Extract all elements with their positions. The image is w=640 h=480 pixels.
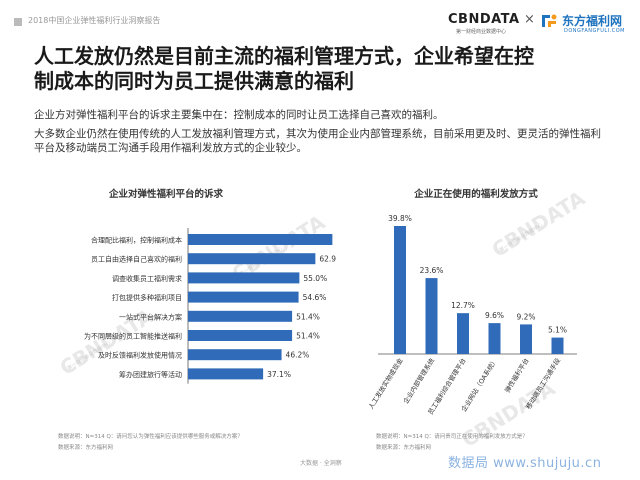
header-square-icon [14,18,22,26]
logo-separator: × [524,12,535,27]
left-category-label: 及时反馈福利发放使用情况 [98,351,182,360]
summary-paragraph-1: 企业方对弹性福利平台的诉求主要集中在：控制成本的同时让员工选择自己喜欢的福利。 [34,109,444,121]
right-data-source: 数据来源：东方福利网 [376,445,432,451]
left-value-label: 46.2% [286,351,310,360]
left-data-source: 数据来源：东方福利网 [58,445,114,451]
right-chart-title: 企业正在使用的福利发放方式 [414,189,538,200]
right-category-label: 人工发放实物或现金 [366,356,405,411]
cbndata-logo: CBNDATA 第一财经商业数据中心 [448,12,519,36]
right-bar [457,313,469,354]
left-bar [188,234,333,245]
left-value-label: 62.9% [319,255,336,264]
page-headline: 人工发放仍然是目前主流的福利管理方式，企业希望在控 制成本的同时为员工提供满意的… [34,44,610,94]
left-bar [188,272,300,284]
left-category-label: 合理配比福利，控制福利成本 [91,236,182,245]
left-bar [188,330,293,341]
report-header: 2018中国企业弹性福利行业洞察报告 CBNDATA 第一财经商业数据中心 × … [14,12,626,36]
left-value-label: 37.1% [267,370,291,379]
right-bar [394,226,406,354]
right-value-label: 9.2% [516,312,535,321]
left-bar-chart: 合理配比福利，控制福利成本71.3%员工自由选择自己喜欢的福利62.9%调查收集… [84,228,336,384]
dongfangfuli-mark-icon [542,14,557,27]
left-bar [188,349,282,361]
right-value-label: 9.6% [485,311,504,320]
right-bar-chart: 39.8%人工发放实物或现金23.6%企业内部管理系统12.7%员工福利综合管理… [366,214,577,416]
right-category-label: 企业内部管理系统 [401,356,436,405]
summary-paragraph-2: 大多数企业仍然在使用传统的人工发放福利管理方式，其次为使用企业内部管理系统，目前… [34,128,601,154]
cbndata-tagline: 第一财经商业数据中心 [456,29,507,35]
right-bar [488,323,501,354]
left-category-label: 员工自由选择自己喜欢的福利 [91,255,182,264]
right-bar [425,278,438,354]
site-watermark: 数据局 www.shujuju.cn [448,456,602,471]
left-bar [188,253,316,265]
dongfangfuli-name: 东方福利网 [562,14,623,28]
left-category-label: 打包提供多种福利项目 [112,293,182,302]
right-bar [520,324,532,354]
left-category-label: 为不同层级的员工智能推送福利 [84,332,182,341]
left-chart-title: 企业对弹性福利平台的诉求 [108,189,223,200]
left-value-label: 54.6% [303,293,327,302]
cbndata-brand: CBNDATA [448,12,520,27]
left-bar [188,291,299,303]
headline-line-2: 制成本的同时为员工提供满意的福利 [34,69,354,93]
right-value-label: 23.6% [420,266,444,275]
right-bar [551,337,564,354]
left-category-label: 筹办团建旅行等活动 [119,370,182,379]
right-value-label: 5.1% [548,326,567,335]
right-category-label: 弹性福利平台 [502,356,530,394]
left-chart: 企业对弹性福利平台的诉求 合理配比福利，控制福利成本71.3%员工自由选择自己喜… [36,182,336,472]
right-chart: 企业正在使用的福利发放方式 39.8% 人工发放实物或现金 23.6% 企业内部管理系… [346,182,606,472]
dongfangfuli-url: DONGFANGFULI.COM [564,28,625,34]
right-data-note: 数据说明：N=314 Q：请问贵司正在使用的福利发放方式是？ [376,434,528,440]
footer-center-text: 大数据 · 全洞察 [300,460,342,467]
left-bar [188,368,264,380]
left-category-label: 调查收集员工福利需求 [112,274,182,283]
left-value-label: 55.0% [303,274,327,283]
left-category-label: 一站式平台解决方案 [119,312,182,321]
dongfangfuli-logo: 东方福利网 DONGFANGFULI.COM [540,12,632,36]
left-value-label: 51.4% [296,312,320,321]
report-title: 2018中国企业弹性福利行业洞察报告 [28,16,161,25]
right-category-label: 移动端员工沟通手段 [524,356,563,411]
left-data-note: 数据说明：N=314 Q：请问您认为弹性福利应该提供哪些服务或解决方案？ [58,434,243,440]
right-value-label: 12.7% [451,301,475,310]
headline-line-1: 人工发放仍然是目前主流的福利管理方式，企业希望在控 [34,44,534,68]
left-value-label: 51.4% [296,332,320,341]
left-bar [188,310,293,322]
right-value-label: 39.8% [388,214,412,223]
